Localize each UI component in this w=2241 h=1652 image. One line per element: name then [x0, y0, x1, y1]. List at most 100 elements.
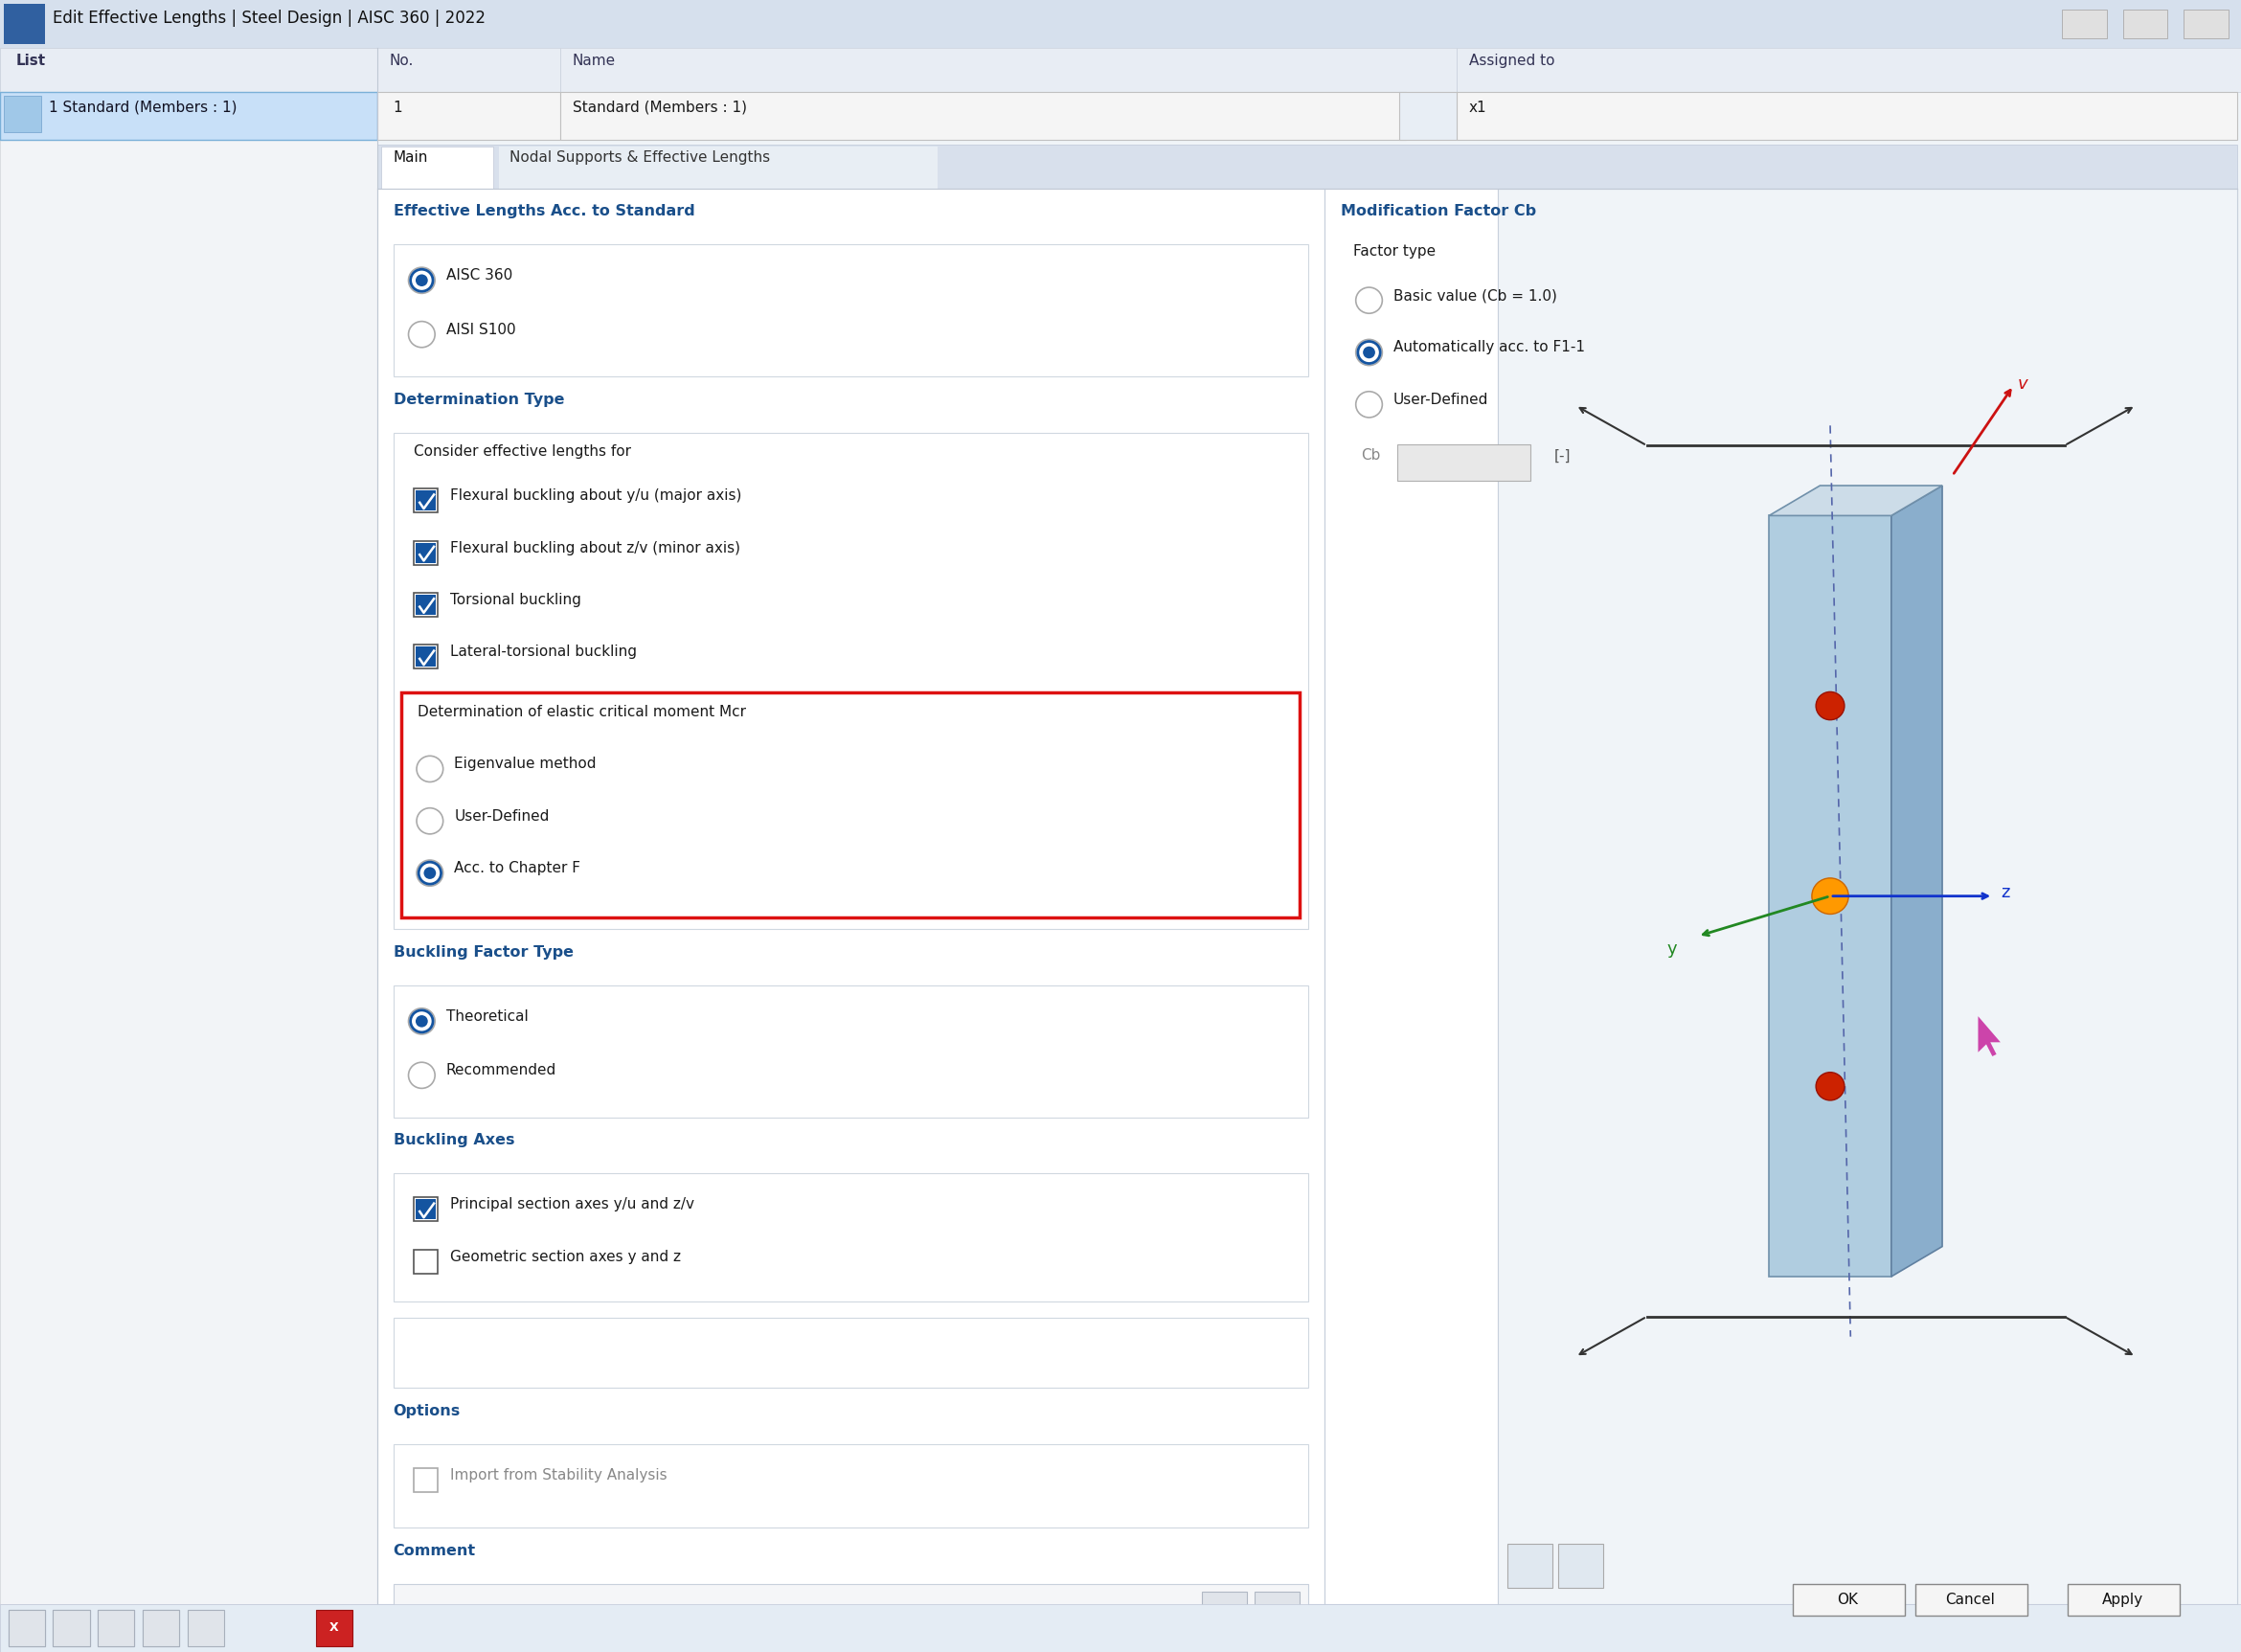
- Bar: [9, 1611, 45, 1645]
- Bar: [560, 48, 1457, 93]
- Bar: [415, 1249, 437, 1274]
- Text: y: y: [1667, 940, 1676, 958]
- Bar: [1768, 515, 1891, 1277]
- Text: Apply: Apply: [2102, 1593, 2142, 1607]
- Bar: [2068, 1584, 2180, 1616]
- Text: AISC 360: AISC 360: [446, 268, 513, 282]
- Text: OK: OK: [1838, 1593, 1858, 1607]
- Bar: [316, 1611, 352, 1645]
- Text: Torsional buckling: Torsional buckling: [450, 593, 580, 606]
- Bar: [392, 433, 1309, 928]
- Bar: [1497, 188, 2237, 1604]
- Bar: [4, 3, 45, 45]
- Bar: [1497, 188, 2237, 1604]
- Bar: [0, 1604, 2241, 1652]
- Circle shape: [417, 808, 444, 834]
- Bar: [560, 93, 1405, 140]
- Text: Consider effective lengths for: Consider effective lengths for: [415, 444, 632, 459]
- Bar: [415, 593, 437, 616]
- Text: Eigenvalue method: Eigenvalue method: [455, 757, 596, 771]
- Bar: [376, 93, 560, 140]
- Bar: [1508, 1545, 1553, 1588]
- Text: Name: Name: [571, 55, 616, 68]
- Circle shape: [408, 322, 435, 347]
- Bar: [143, 1611, 179, 1645]
- Circle shape: [408, 1062, 435, 1089]
- Bar: [99, 1611, 134, 1645]
- Circle shape: [408, 268, 435, 294]
- Bar: [1457, 93, 2237, 140]
- Text: X: X: [329, 1622, 338, 1634]
- Text: Determination of elastic critical moment Mcr: Determination of elastic critical moment…: [417, 705, 746, 719]
- Bar: [1324, 188, 2237, 1604]
- Text: Flexural buckling about z/v (minor axis): Flexural buckling about z/v (minor axis): [450, 540, 740, 555]
- Bar: [415, 1199, 437, 1219]
- Text: Determination Type: Determination Type: [392, 393, 565, 406]
- Bar: [376, 48, 560, 93]
- Text: Modification Factor Cb: Modification Factor Cb: [1340, 205, 1535, 218]
- Text: Acc. to Chapter F: Acc. to Chapter F: [455, 861, 580, 876]
- Bar: [1793, 1584, 1905, 1616]
- Bar: [415, 644, 437, 669]
- Bar: [1401, 93, 1457, 140]
- Text: Theoretical: Theoretical: [446, 1009, 529, 1024]
- Circle shape: [1815, 692, 1844, 720]
- Bar: [500, 145, 937, 188]
- Polygon shape: [1768, 486, 1943, 515]
- Text: Buckling Axes: Buckling Axes: [392, 1133, 515, 1148]
- Bar: [392, 1318, 1309, 1388]
- Text: [-]: [-]: [1555, 449, 1571, 463]
- Bar: [2185, 10, 2230, 38]
- Bar: [392, 244, 1309, 377]
- Text: Principal section axes y/u and z/v: Principal section axes y/u and z/v: [450, 1198, 695, 1213]
- Circle shape: [1815, 882, 1844, 910]
- Circle shape: [1815, 1072, 1844, 1100]
- Text: Lateral-torsional buckling: Lateral-torsional buckling: [450, 644, 636, 659]
- Polygon shape: [1891, 486, 1943, 1277]
- Bar: [415, 648, 437, 667]
- Bar: [415, 1467, 437, 1492]
- Circle shape: [417, 861, 444, 885]
- Text: Assigned to: Assigned to: [1468, 55, 1555, 68]
- Bar: [54, 1611, 90, 1645]
- Bar: [392, 1584, 1309, 1644]
- Bar: [381, 145, 493, 188]
- Bar: [415, 542, 437, 563]
- Text: Recommended: Recommended: [446, 1064, 556, 1077]
- Bar: [415, 595, 437, 615]
- Bar: [9, 1611, 45, 1645]
- Bar: [1916, 1584, 2028, 1616]
- Circle shape: [415, 1016, 428, 1028]
- Bar: [392, 1444, 1309, 1528]
- Text: Standard (Members : 1): Standard (Members : 1): [571, 101, 746, 114]
- Bar: [0, 93, 376, 140]
- Text: Factor type: Factor type: [1354, 244, 1434, 259]
- Circle shape: [415, 274, 428, 286]
- Bar: [0, 0, 2241, 48]
- Bar: [4, 96, 40, 132]
- Bar: [376, 188, 1324, 1604]
- Text: x1: x1: [1468, 101, 1486, 114]
- Text: Cancel: Cancel: [1945, 1593, 1994, 1607]
- Bar: [392, 985, 1309, 1117]
- Bar: [0, 48, 376, 93]
- Circle shape: [417, 757, 444, 781]
- Bar: [0, 48, 376, 1604]
- Text: User-Defined: User-Defined: [1394, 393, 1488, 406]
- Text: Automatically acc. to F1-1: Automatically acc. to F1-1: [1394, 340, 1584, 355]
- Text: Buckling Factor Type: Buckling Factor Type: [392, 945, 574, 960]
- Text: Main: Main: [392, 150, 428, 165]
- Bar: [392, 1173, 1309, 1302]
- Text: Options: Options: [392, 1404, 459, 1417]
- Bar: [188, 1611, 224, 1645]
- Text: List: List: [16, 55, 47, 68]
- Circle shape: [1356, 392, 1383, 418]
- Bar: [54, 1611, 90, 1645]
- Circle shape: [1356, 339, 1383, 365]
- Text: 1 Standard (Members : 1): 1 Standard (Members : 1): [49, 101, 238, 114]
- Text: Cb: Cb: [1360, 449, 1380, 463]
- Bar: [1398, 444, 1531, 481]
- Text: Flexural buckling about y/u (major axis): Flexural buckling about y/u (major axis): [450, 489, 742, 502]
- Text: Basic value (Cb = 1.0): Basic value (Cb = 1.0): [1394, 289, 1557, 302]
- Text: Effective Lengths Acc. to Standard: Effective Lengths Acc. to Standard: [392, 205, 695, 218]
